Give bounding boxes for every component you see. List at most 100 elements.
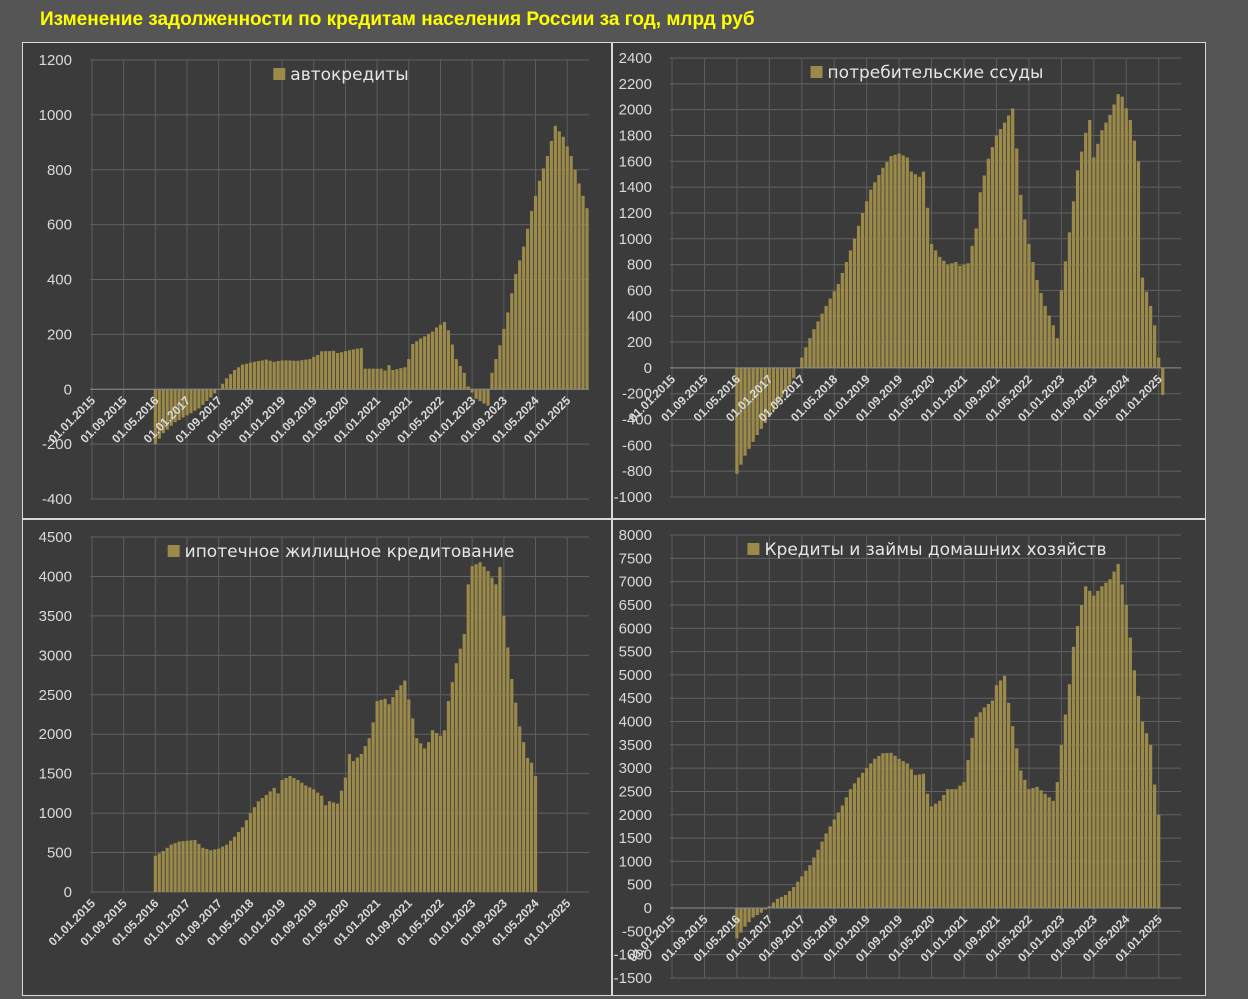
bar — [529, 762, 534, 892]
bar — [861, 212, 865, 368]
bar — [181, 841, 185, 892]
bar — [415, 738, 419, 892]
bar — [514, 274, 518, 390]
legend-swatch — [810, 66, 823, 78]
bar — [339, 352, 344, 390]
bar — [905, 157, 909, 368]
bar — [998, 129, 1003, 368]
bar — [909, 769, 913, 909]
bar — [244, 363, 249, 390]
bar — [280, 360, 284, 390]
bar — [197, 389, 201, 409]
bar — [490, 577, 494, 892]
bar — [419, 338, 423, 390]
bar — [962, 264, 966, 368]
bar — [391, 370, 395, 390]
bar — [852, 783, 857, 909]
bar — [934, 250, 938, 368]
bar — [221, 383, 225, 390]
bar — [865, 201, 869, 368]
y-tick-label: -600 — [622, 437, 652, 454]
bar — [913, 174, 917, 368]
bar — [486, 389, 490, 406]
bar — [359, 348, 363, 390]
bar — [1059, 290, 1063, 368]
bar — [395, 690, 399, 892]
bar — [347, 753, 351, 892]
bar — [1096, 590, 1100, 909]
legend: ипотечное жилищное кредитование — [167, 542, 514, 562]
bar — [929, 243, 934, 368]
y-tick-label: 1500 — [619, 830, 652, 847]
bar — [169, 389, 173, 426]
bar — [454, 663, 458, 892]
bar — [442, 322, 447, 390]
y-tick-label: 5500 — [619, 644, 652, 661]
chart-mortgage: 05001000150020002500300035004000450001.0… — [39, 529, 589, 949]
y-tick-label: 3500 — [39, 608, 72, 625]
bar — [161, 389, 165, 434]
bar — [466, 386, 470, 390]
bar — [1128, 637, 1132, 909]
legend: потребительские ссуды — [810, 63, 1043, 83]
bar — [292, 778, 296, 892]
bar — [998, 680, 1003, 909]
bar — [217, 848, 221, 892]
bar — [494, 359, 498, 390]
bar — [430, 730, 435, 892]
bar — [153, 855, 157, 892]
bar — [893, 755, 897, 909]
bar — [905, 763, 909, 909]
bar — [816, 321, 820, 368]
y-tick-label: 200 — [47, 326, 72, 343]
bar — [328, 801, 332, 892]
y-tick-label: 0 — [644, 900, 652, 917]
bar — [355, 348, 359, 390]
bar — [565, 146, 569, 390]
bar — [304, 359, 308, 390]
y-tick-label: 1000 — [619, 853, 652, 870]
bar — [284, 778, 288, 892]
bar — [585, 208, 589, 390]
bar — [1116, 94, 1120, 368]
legend-label: Кредиты и займы домашних хозяйств — [764, 540, 1106, 560]
bar — [1071, 201, 1076, 368]
bar — [1108, 579, 1112, 909]
bar — [225, 844, 229, 892]
bar — [268, 791, 272, 892]
bar — [502, 615, 506, 892]
bar — [209, 389, 213, 398]
bar — [1027, 243, 1031, 368]
bar — [917, 176, 922, 368]
y-tick-label: 1800 — [619, 127, 652, 144]
bar — [958, 785, 962, 909]
bar — [804, 870, 808, 909]
bar — [363, 746, 367, 892]
bar — [288, 360, 292, 390]
bar — [367, 738, 371, 892]
bar — [1088, 119, 1092, 368]
bar — [828, 298, 832, 368]
bar — [1019, 194, 1023, 368]
bar — [901, 761, 905, 909]
bar — [788, 891, 792, 909]
y-tick-label: 1400 — [619, 179, 652, 196]
page-title: Изменение задолженности по кредитам насе… — [40, 9, 755, 30]
bar — [921, 171, 926, 368]
bar — [1035, 280, 1039, 368]
bar — [800, 357, 804, 368]
bar — [296, 779, 300, 892]
bar — [865, 768, 869, 909]
bar — [260, 798, 264, 892]
bar — [470, 389, 474, 393]
bar — [1019, 770, 1023, 909]
bar — [403, 367, 407, 390]
y-tick-label: -1000 — [614, 947, 652, 964]
bar — [1116, 563, 1120, 909]
bar — [153, 389, 157, 445]
bar — [442, 730, 447, 892]
bar — [832, 819, 836, 909]
bar — [316, 354, 320, 390]
bar — [869, 189, 873, 368]
bar — [763, 367, 767, 424]
